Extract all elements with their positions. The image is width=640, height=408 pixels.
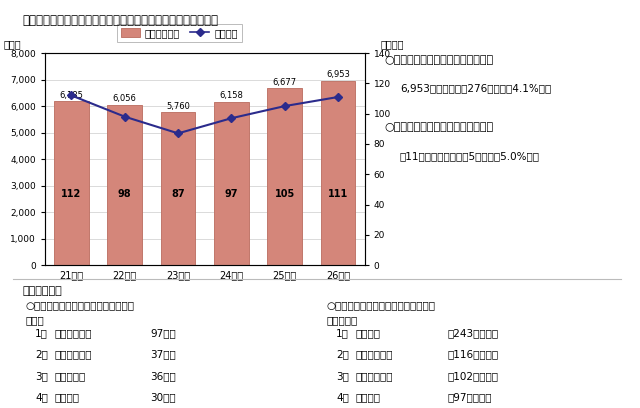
Text: 3．: 3．: [35, 371, 48, 381]
Text: 6,953件　前年度比276件増　（4.1%増）: 6,953件 前年度比276件増 （4.1%増）: [400, 84, 551, 94]
Text: 98: 98: [118, 188, 132, 199]
Text: 大阪大学: 大阪大学: [54, 392, 79, 402]
Text: 1．: 1．: [336, 328, 349, 339]
Text: 浜松医科大学: 浜松医科大学: [355, 350, 393, 360]
Text: 組97百万円増: 組97百万円増: [448, 392, 493, 402]
Text: 36件増: 36件増: [150, 371, 176, 381]
Text: した機関: した機関: [326, 315, 358, 325]
Text: （億円）: （億円）: [381, 39, 404, 49]
Text: 6,677: 6,677: [273, 78, 297, 86]
Text: 6,158: 6,158: [220, 91, 243, 100]
Text: 組11億円　前年度比組5億円増（5.0%増）: 組11億円 前年度比組5億円増（5.0%増）: [400, 151, 540, 161]
Text: 2．: 2．: [336, 350, 349, 360]
Text: 105: 105: [275, 188, 295, 199]
Bar: [161, 113, 195, 265]
Text: 112: 112: [61, 188, 81, 199]
Text: 37件増: 37件増: [150, 350, 176, 360]
Text: 機関: 機関: [26, 315, 44, 325]
Text: ○前年度と比較して研究費受入額が大: ○前年度と比較して研究費受入額が大: [326, 300, 435, 310]
Text: 4．: 4．: [35, 392, 48, 402]
Text: 111: 111: [328, 188, 348, 199]
Text: 【個別実績】: 【個別実績】: [22, 286, 62, 296]
Text: 97: 97: [225, 188, 238, 199]
Bar: [214, 102, 249, 265]
Text: （件）: （件）: [3, 39, 21, 49]
Text: ○民間企楮からの受託研究実施件数: ○民間企楮からの受託研究実施件数: [384, 55, 493, 65]
Text: 6,185: 6,185: [60, 91, 83, 100]
Text: 6,953: 6,953: [326, 70, 350, 79]
Bar: [54, 101, 89, 265]
Text: 4．: 4．: [336, 392, 349, 402]
Text: 約243百万円増: 約243百万円増: [448, 328, 499, 339]
Text: 【民間企楮からの受託研究実施件数及び研究費受入額の推移】: 【民間企楮からの受託研究実施件数及び研究費受入額の推移】: [22, 14, 218, 27]
Text: 97件増: 97件増: [150, 328, 176, 339]
Text: 大阪大学: 大阪大学: [355, 328, 380, 339]
Text: 87: 87: [172, 188, 185, 199]
Text: 30件増: 30件増: [150, 392, 176, 402]
Bar: [321, 81, 355, 265]
Text: 約116百万円増: 約116百万円増: [448, 350, 499, 360]
Text: 久留米大学: 久留米大学: [54, 371, 86, 381]
Text: 九州大学: 九州大学: [355, 392, 380, 402]
Text: 1．: 1．: [35, 328, 48, 339]
Text: 2．: 2．: [35, 350, 48, 360]
Text: 3．: 3．: [336, 371, 349, 381]
Text: 大阪市立大学: 大阪市立大学: [54, 328, 92, 339]
Bar: [108, 104, 142, 265]
Text: 6,056: 6,056: [113, 94, 137, 103]
Bar: [268, 88, 302, 265]
Text: 慶憩義塩大学: 慶憩義塩大学: [54, 350, 92, 360]
Text: ○民間企楮からの受託研究費受入額: ○民間企楮からの受託研究費受入額: [384, 122, 493, 133]
Text: 5,760: 5,760: [166, 102, 190, 111]
Text: ○前年度と比較して実施件数が大きく: ○前年度と比較して実施件数が大きく: [26, 300, 134, 310]
Text: 約102百万円増: 約102百万円増: [448, 371, 499, 381]
Text: 慶憩義塩大学: 慶憩義塩大学: [355, 371, 393, 381]
Legend: 研究費受入額, 実施件数: 研究費受入額, 実施件数: [116, 24, 242, 42]
